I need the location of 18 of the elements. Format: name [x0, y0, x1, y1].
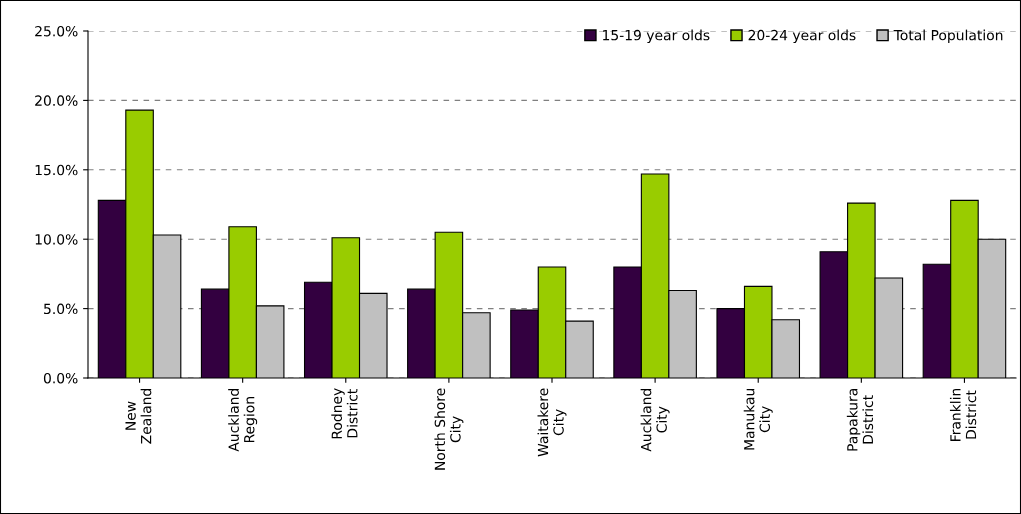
x-tick-label: Auckland Region	[228, 388, 258, 452]
x-tick-label: Auckland City	[640, 388, 670, 452]
y-tick-label: 0.0%	[43, 372, 78, 384]
x-tick-label: Manukau City	[743, 388, 773, 450]
x-tick-label: Papakura District	[846, 388, 874, 451]
y-tick-label: 15.0%	[35, 164, 78, 176]
x-tick-label: New Zealand	[125, 388, 152, 444]
y-tick-label: 5.0%	[44, 303, 78, 315]
x-tick-label: Rodney District	[331, 388, 358, 439]
y-tick-label: 10.0%	[35, 234, 78, 245]
y-tick-label: 25.0%	[35, 25, 78, 37]
legend-label: 15-19 year olds	[603, 29, 710, 44]
legend-label: Total Population	[893, 29, 1003, 44]
x-tick-label: Waitakere City	[537, 388, 567, 457]
legend-label: 20-24 year olds	[748, 29, 856, 44]
x-tick-label: Franklin District	[949, 388, 977, 441]
y-tick-label: 20.0%	[35, 95, 78, 106]
x-tick-label: North Shore City	[434, 388, 464, 470]
